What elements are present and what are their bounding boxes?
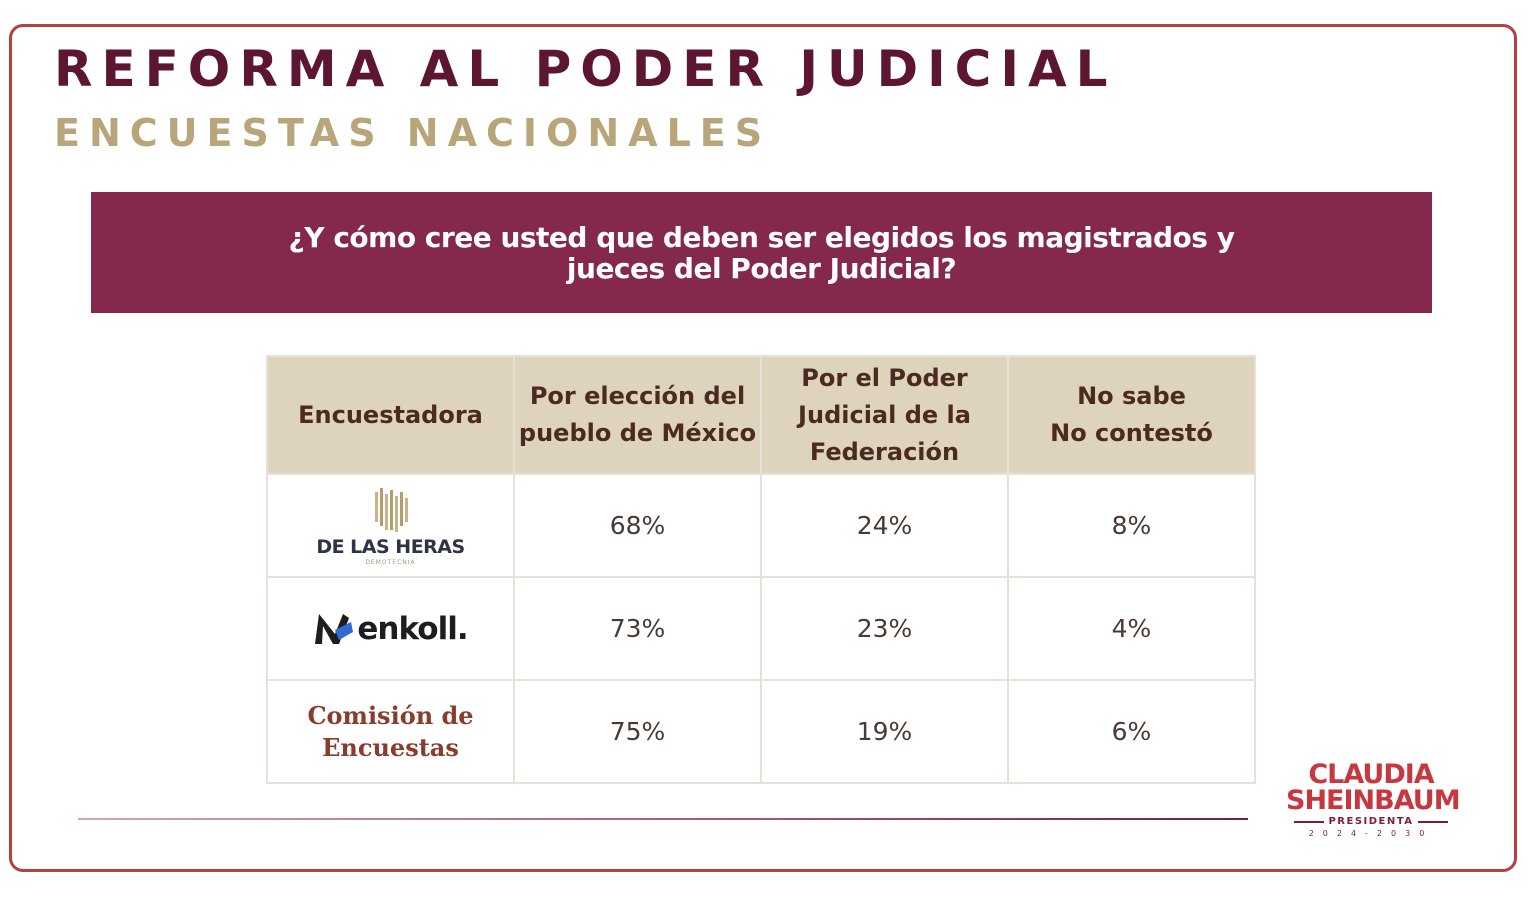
value-judicial-branch: 24% <box>760 473 1009 578</box>
pollster-name: Comisión de Encuestas <box>307 700 474 762</box>
de-las-heras-logo: DE LAS HERAS DEMOTECNIA <box>268 486 513 566</box>
pollster-name: DE LAS HERAS <box>316 535 465 558</box>
table-row: enkoll. 73% 23% 4% <box>266 576 1256 681</box>
divider <box>1294 820 1325 823</box>
survey-results-table: Encuestadora Por elección del pueblo de … <box>266 355 1256 784</box>
enkoll-logo: enkoll. <box>268 610 513 648</box>
logo-role: PRESIDENTA <box>1328 816 1414 827</box>
header-popular-vote: Por elección del pueblo de México <box>513 355 762 475</box>
question-banner: ¿Y cómo cree usted que deben ser elegido… <box>91 192 1432 313</box>
value-popular-vote: 75% <box>513 679 762 784</box>
logo-name: CLAUDIA SHEINBAUM <box>1286 759 1461 816</box>
slide-subtitle: ENCUESTAS NACIONALES <box>54 111 772 155</box>
bottom-divider <box>78 818 1248 820</box>
divider <box>1417 820 1448 823</box>
table-row: DE LAS HERAS DEMOTECNIA 68% 24% 8% <box>266 473 1256 578</box>
de-las-heras-icon <box>374 487 408 532</box>
header-judicial-branch: Por el Poder Judicial de la Federación <box>760 355 1009 475</box>
pollster-subtitle: DEMOTECNIA <box>365 558 416 566</box>
pollster-cell: Comisión de Encuestas <box>266 679 515 784</box>
slide-title: REFORMA AL PODER JUDICIAL <box>54 40 1117 98</box>
logo-role-row: PRESIDENTA <box>1286 816 1456 827</box>
value-judicial-branch: 19% <box>760 679 1009 784</box>
logo-years: 2024-2030 <box>1308 829 1434 838</box>
enkoll-icon <box>315 613 354 644</box>
claudia-sheinbaum-logo: CLAUDIA SHEINBAUM PRESIDENTA 2024-2030 <box>1286 759 1461 838</box>
value-no-answer: 6% <box>1007 679 1256 784</box>
question-text: ¿Y cómo cree usted que deben ser elegido… <box>288 220 1235 285</box>
pollster-name: enkoll. <box>357 610 468 647</box>
value-no-answer: 4% <box>1007 576 1256 681</box>
header-pollster: Encuestadora <box>266 355 515 475</box>
header-no-answer: No sabe No contestó <box>1007 355 1256 475</box>
value-judicial-branch: 23% <box>760 576 1009 681</box>
pollster-cell: DE LAS HERAS DEMOTECNIA <box>266 473 515 578</box>
value-popular-vote: 73% <box>513 576 762 681</box>
table-row: Comisión de Encuestas 75% 19% 6% <box>266 679 1256 784</box>
pollster-cell: enkoll. <box>266 576 515 681</box>
table-header-row: Encuestadora Por elección del pueblo de … <box>266 355 1256 475</box>
value-no-answer: 8% <box>1007 473 1256 578</box>
value-popular-vote: 68% <box>513 473 762 578</box>
